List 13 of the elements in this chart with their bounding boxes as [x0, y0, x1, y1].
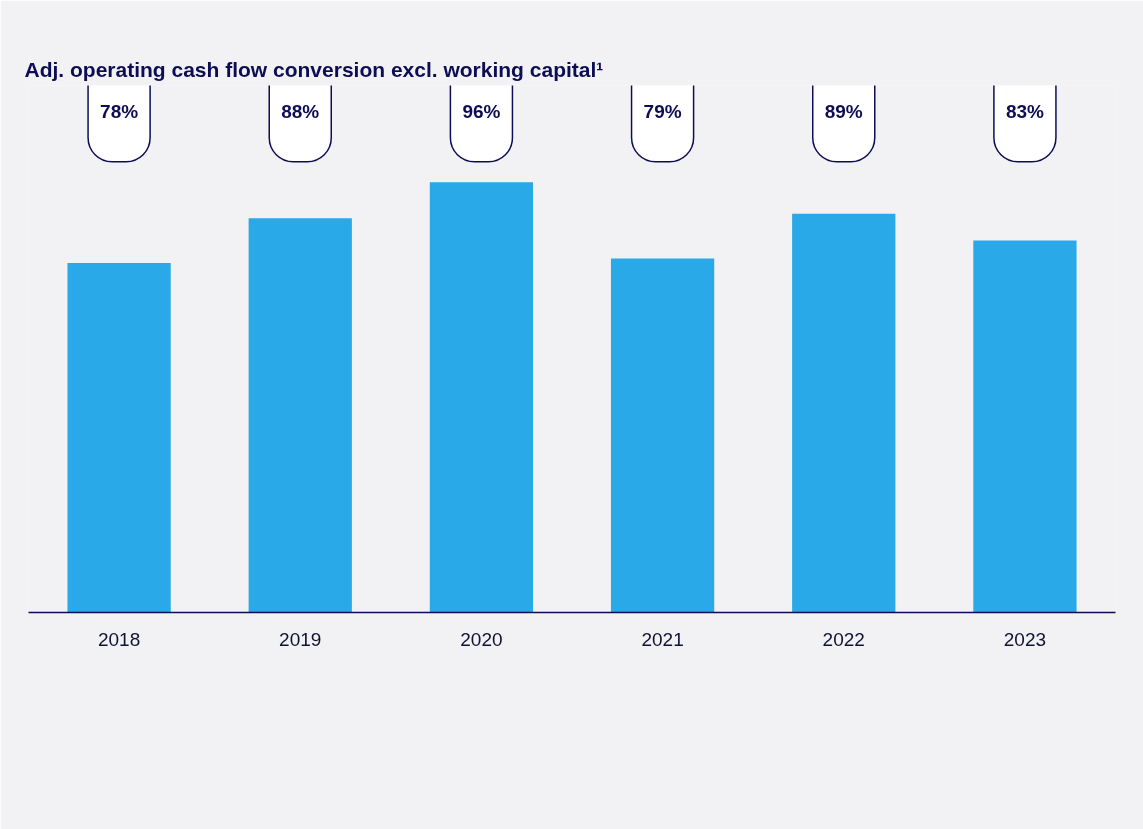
- x-tick-label: 2022: [822, 628, 865, 650]
- x-tick-label: 2023: [1003, 628, 1047, 650]
- data-label: 88%: [281, 100, 320, 122]
- data-label: 83%: [1005, 100, 1045, 122]
- x-tick-label: 2019: [279, 628, 322, 650]
- x-tick-label: 2021: [641, 628, 684, 650]
- x-tick-label: 2018: [97, 628, 141, 650]
- x-tick-label: 2020: [460, 628, 503, 650]
- data-label: 89%: [824, 100, 863, 122]
- data-label: 96%: [462, 100, 501, 122]
- data-label: 78%: [100, 100, 139, 122]
- data-label: 79%: [643, 100, 682, 122]
- chart-title: Adj. operating cash flow conversion excl. working capital¹: [24, 57, 604, 81]
